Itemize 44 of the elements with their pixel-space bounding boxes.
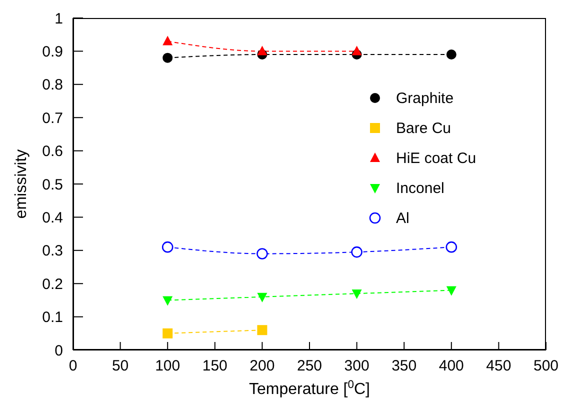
y-tick-label: 0.4	[42, 210, 63, 227]
legend-label: Al	[396, 210, 410, 226]
point	[351, 246, 362, 258]
y-tick-label: 0.6	[42, 143, 63, 160]
point	[352, 290, 362, 300]
legend-label: HiE coat Cu	[396, 150, 476, 166]
x-tick-label: 100	[155, 358, 180, 375]
x-tick-label: 450	[486, 358, 512, 375]
x-tick-label: 200	[250, 358, 275, 375]
x-tick-label: 0	[68, 358, 78, 375]
legend-label: Inconel	[396, 180, 444, 196]
x-tick-label: 400	[438, 358, 464, 375]
legend-label: Graphite	[396, 90, 454, 106]
point	[162, 296, 173, 306]
y-tick-label: 0.5	[42, 176, 63, 194]
x-tick-label: 50	[112, 358, 129, 375]
point	[257, 325, 268, 336]
point	[162, 52, 173, 63]
y-tick-label: 0.1	[42, 309, 63, 326]
y-tick-label: 0.9	[42, 44, 63, 61]
point	[352, 46, 362, 56]
x-axis-title: Temperature [$^{0}$C]	[249, 379, 370, 398]
point	[446, 286, 456, 296]
point	[162, 241, 174, 253]
x-tick-label: 300	[344, 358, 370, 375]
point	[257, 46, 268, 56]
y-tick-label: 0.2	[42, 276, 63, 293]
point	[446, 241, 458, 253]
point	[162, 328, 173, 338]
y-axis-title: emissivity	[13, 149, 30, 219]
point	[446, 50, 456, 60]
point	[256, 248, 268, 260]
x-tick-label: 500	[533, 358, 559, 375]
y-tick-label: 0.3	[42, 242, 63, 260]
x-tick-label: 350	[392, 358, 417, 375]
y-tick-label: 0	[54, 342, 63, 360]
point	[162, 36, 173, 46]
legend-label: Bare Cu	[396, 120, 452, 136]
y-tick-label: 0.7	[42, 110, 63, 127]
y-tick-label: 0.8	[42, 76, 63, 94]
y-tick-label: 1	[54, 10, 63, 28]
point	[257, 292, 268, 302]
x-tick-label: 150	[202, 358, 228, 375]
x-tick-label: 250	[296, 358, 322, 375]
